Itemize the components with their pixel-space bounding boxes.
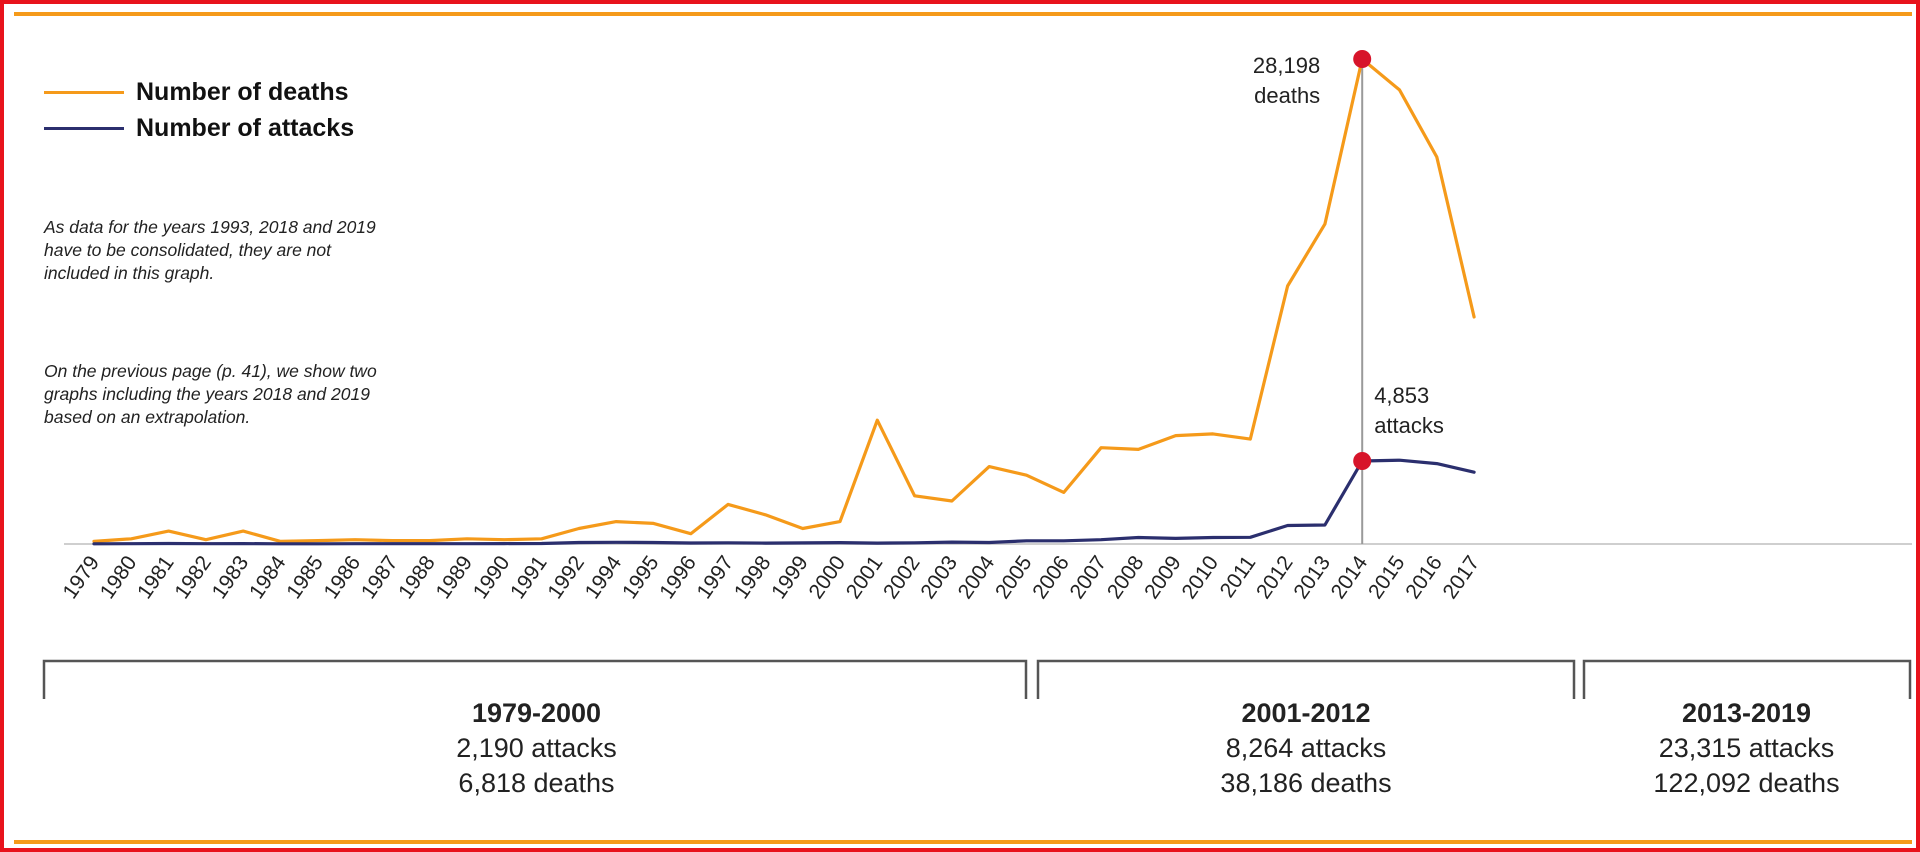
- note-line: have to be consolidated, they are not: [44, 240, 332, 260]
- note-line: As data for the years 1993, 2018 and 201…: [44, 217, 376, 237]
- top-accent-bar: [14, 12, 1912, 16]
- period-summary-1979-2000: 1979-2000 2,190 attacks 6,818 deaths: [44, 696, 1029, 801]
- legend-item-deaths: Number of deaths: [44, 74, 354, 110]
- period-bracket-1: [1036, 659, 1576, 699]
- peak-label-attacks-unit: attacks: [1374, 413, 1444, 438]
- x-tick-labels: 1979198019811982198319841985198619871988…: [58, 551, 1484, 603]
- x-tick-label-1979: 1979: [58, 552, 104, 603]
- period-attacks: 8,264 attacks: [1225, 733, 1387, 763]
- period-title: 2001-2012: [1241, 698, 1371, 728]
- period-bracket-2: [1582, 659, 1912, 699]
- x-tick-label-1984: 1984: [245, 551, 291, 603]
- note-previous-page: On the previous page (p. 41), we show tw…: [44, 360, 514, 429]
- x-tick-label-1988: 1988: [394, 552, 440, 603]
- legend-item-attacks: Number of attacks: [44, 110, 354, 146]
- x-tick-label-2006: 2006: [1028, 552, 1074, 603]
- x-tick-label-2001: 2001: [842, 552, 888, 603]
- period-deaths: 38,186 deaths: [1220, 768, 1392, 798]
- x-tick-label-1996: 1996: [655, 552, 701, 603]
- x-tick-label-2010: 2010: [1177, 552, 1223, 603]
- x-tick-label-2013: 2013: [1289, 552, 1335, 603]
- x-tick-label-1999: 1999: [767, 552, 813, 603]
- x-tick-label-1987: 1987: [357, 552, 403, 603]
- period-brackets: [42, 659, 1912, 699]
- x-tick-label-2011: 2011: [1216, 552, 1261, 602]
- period-title: 1979-2000: [471, 698, 602, 728]
- x-tick-label-1990: 1990: [469, 552, 515, 603]
- x-tick-label-2008: 2008: [1103, 552, 1149, 603]
- x-tick-label-2003: 2003: [916, 552, 962, 603]
- peak-label-deaths-unit: deaths: [1254, 83, 1320, 108]
- legend-swatch-attacks: [44, 126, 124, 130]
- note-line: included in this graph.: [44, 263, 215, 283]
- line-chart: 1979198019811982198319841985198619871988…: [42, 50, 1912, 699]
- x-tick-label-1983: 1983: [208, 552, 254, 603]
- note-consolidated-years: As data for the years 1993, 2018 and 201…: [44, 216, 514, 285]
- x-tick-label-2009: 2009: [1140, 552, 1186, 603]
- x-tick-label-1985: 1985: [282, 552, 328, 603]
- x-tick-label-1986: 1986: [320, 552, 366, 603]
- period-title: 2013-2019: [1681, 698, 1812, 728]
- series-line-number-of-attacks: [92, 458, 1476, 546]
- period-bracket-0: [42, 659, 1028, 699]
- legend-label-attacks: Number of attacks: [136, 113, 355, 142]
- period-attacks: 23,315 attacks: [1658, 733, 1835, 763]
- series-line-number-of-deaths: [92, 57, 1476, 544]
- bottom-accent-bar: [14, 840, 1912, 844]
- x-tick-label-1980: 1980: [96, 552, 142, 603]
- period-deaths: 122,092 deaths: [1653, 768, 1840, 798]
- x-tick-label-1997: 1997: [693, 552, 739, 603]
- x-tick-label-2012: 2012: [1252, 552, 1298, 603]
- period-summary-2001-2012: 2001-2012 8,264 attacks 38,186 deaths: [1037, 696, 1575, 801]
- note-line: graphs including the years 2018 and 2019: [44, 384, 370, 404]
- x-tick-label-2000: 2000: [804, 552, 850, 603]
- note-line: based on an extrapolation.: [44, 407, 251, 427]
- x-tick-label-1995: 1995: [618, 552, 664, 603]
- x-tick-label-1994: 1994: [581, 551, 627, 603]
- period-deaths: 6,818 deaths: [458, 768, 615, 798]
- peak-markers: 28,198 deaths 4,853 attacks: [1253, 50, 1444, 470]
- legend-swatch-deaths: [44, 90, 124, 94]
- x-tick-label-1989: 1989: [431, 552, 477, 603]
- x-tick-label-2004: 2004: [954, 551, 1000, 603]
- legend: Number of deaths Number of attacks: [44, 74, 354, 146]
- peak-label-attacks-value: 4,853: [1374, 383, 1429, 408]
- period-attacks: 2,190 attacks: [456, 733, 617, 763]
- x-tick-label-2017: 2017: [1439, 552, 1485, 603]
- x-tick-label-1981: 1981: [133, 552, 179, 603]
- peak-label-deaths-value: 28,198: [1253, 53, 1320, 78]
- x-tick-label-2002: 2002: [879, 552, 925, 603]
- x-tick-label-1982: 1982: [170, 552, 216, 603]
- period-summary-2013-2019: 2013-2019 23,315 attacks 122,092 deaths: [1583, 696, 1910, 801]
- x-tick-label-2016: 2016: [1401, 552, 1447, 603]
- series-layer: [92, 57, 1476, 546]
- x-tick-label-2014: 2014: [1327, 551, 1373, 603]
- peak-marker-attacks: [1353, 452, 1372, 470]
- x-tick-label-2015: 2015: [1364, 552, 1410, 603]
- x-tick-label-2005: 2005: [991, 552, 1037, 603]
- peak-marker-deaths: [1353, 50, 1372, 68]
- legend-label-deaths: Number of deaths: [136, 77, 349, 106]
- note-line: On the previous page (p. 41), we show tw…: [44, 361, 377, 381]
- x-tick-label-1998: 1998: [730, 552, 776, 603]
- x-tick-label-2007: 2007: [1066, 552, 1112, 603]
- x-tick-label-1991: 1991: [506, 552, 552, 603]
- x-tick-label-1992: 1992: [543, 552, 589, 603]
